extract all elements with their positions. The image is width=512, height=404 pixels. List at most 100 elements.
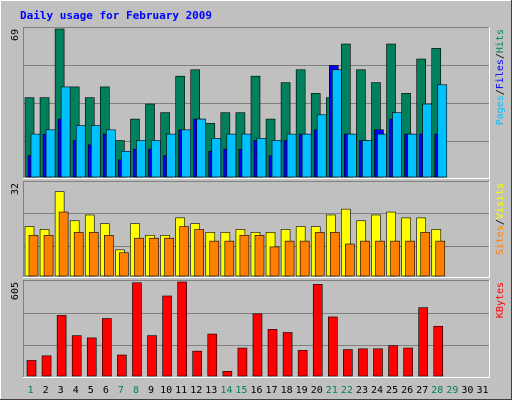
bar-sites-3 <box>58 211 69 277</box>
bar-sites-12 <box>194 229 205 277</box>
bar-pages-11 <box>181 129 191 178</box>
bar-kbytes-19 <box>297 350 308 377</box>
bar-sites-18 <box>284 240 295 277</box>
bar-pages-1 <box>30 133 41 178</box>
panel-legend: Sites/Visits <box>495 183 506 255</box>
bar-pages-13 <box>211 138 222 178</box>
panel-legend: KBytes <box>495 282 506 318</box>
x-label-31: 31 <box>476 385 488 396</box>
bar-pages-10 <box>166 133 176 178</box>
bar-kbytes-9 <box>147 335 157 377</box>
bar-sites-19 <box>299 240 310 277</box>
bar-kbytes-2 <box>41 355 52 377</box>
bar-sites-23 <box>360 240 370 277</box>
bar-pages-12 <box>196 118 207 178</box>
x-label-25: 25 <box>386 385 398 396</box>
bar-kbytes-20 <box>312 284 323 377</box>
x-label-24: 24 <box>371 385 383 396</box>
legend-separator: / <box>495 53 506 59</box>
bar-kbytes-21 <box>327 316 338 377</box>
bar-kbytes-16 <box>252 313 263 377</box>
x-label-9: 9 <box>148 385 154 396</box>
bar-sites-25 <box>390 240 400 277</box>
x-label-19: 19 <box>296 385 308 396</box>
bar-sites-17 <box>269 246 280 277</box>
bar-kbytes-10 <box>162 295 172 377</box>
panel-2: 32 Sites/Visits <box>10 181 506 278</box>
bar-sites-14 <box>224 240 235 277</box>
x-label-23: 23 <box>356 385 368 396</box>
x-label-3: 3 <box>58 385 64 396</box>
x-label-8: 8 <box>133 385 139 396</box>
bar-sites-6 <box>104 235 114 277</box>
x-label-11: 11 <box>175 385 187 396</box>
bar-sites-2 <box>43 235 54 277</box>
bar-sites-20 <box>314 232 325 277</box>
bar-pages-14 <box>226 133 237 178</box>
bar-pages-5 <box>90 125 101 178</box>
bar-sites-24 <box>375 240 385 277</box>
x-axis-labels: 1 2 3 4 5 6 7 8 9 10 11 12 13 14 15 16 17 18 19 20 21 22 23 24 2… <box>28 385 489 396</box>
legend-separator: / <box>495 219 506 225</box>
x-label-5: 5 <box>88 385 94 396</box>
x-label-29: 29 <box>446 385 458 396</box>
bar-kbytes-7 <box>117 354 127 377</box>
x-label-13: 13 <box>205 385 217 396</box>
legend-hits: Hits <box>495 29 506 53</box>
x-label-15: 15 <box>235 385 247 396</box>
bar-kbytes-24 <box>373 348 383 377</box>
x-label-30: 30 <box>461 385 473 396</box>
bar-sites-4 <box>73 232 84 277</box>
bar-pages-15 <box>241 133 252 178</box>
bar-kbytes-28 <box>433 325 444 377</box>
panel-max-label: 69 <box>10 29 21 41</box>
bar-pages-22 <box>347 133 357 178</box>
x-label-2: 2 <box>43 385 49 396</box>
legend-kbytes: KBytes <box>495 282 506 318</box>
bar-pages-24 <box>377 133 387 178</box>
bar-pages-28 <box>437 84 448 178</box>
bar-sites-21 <box>329 232 340 277</box>
bar-kbytes-12 <box>192 350 203 377</box>
panel-legend: Pages/Files/Hits <box>495 29 506 125</box>
bar-sites-1 <box>28 235 39 277</box>
x-label-27: 27 <box>416 385 428 396</box>
bar-pages-20 <box>316 114 327 178</box>
bar-pages-7 <box>121 150 131 178</box>
legend-separator: / <box>495 89 506 95</box>
bar-pages-26 <box>407 133 417 178</box>
bar-pages-21 <box>331 69 342 178</box>
x-label-4: 4 <box>73 385 79 396</box>
bar-kbytes-26 <box>403 347 413 377</box>
legend-files: Files <box>495 59 506 89</box>
bar-sites-9 <box>149 237 159 277</box>
x-label-18: 18 <box>281 385 293 396</box>
chart-title: Daily usage for February 2009 <box>20 9 212 22</box>
bar-kbytes-17 <box>267 329 278 377</box>
bar-pages-4 <box>75 125 86 178</box>
bar-kbytes-4 <box>71 335 82 377</box>
bar-pages-3 <box>60 86 71 178</box>
bar-sites-28 <box>435 240 446 277</box>
bar-kbytes-15 <box>237 347 248 377</box>
bar-sites-10 <box>164 237 174 277</box>
bar-sites-13 <box>209 240 220 277</box>
bar-kbytes-1 <box>26 360 37 377</box>
panel-1: 69 Pages/Files/Hits <box>10 27 506 179</box>
bar-kbytes-14 <box>222 371 233 377</box>
bar-sites-5 <box>88 232 99 277</box>
x-label-14: 14 <box>220 385 232 396</box>
x-label-17: 17 <box>266 385 278 396</box>
bar-sites-27 <box>420 232 430 277</box>
bar-kbytes-3 <box>56 315 67 377</box>
bar-sites-15 <box>239 235 250 277</box>
bar-sites-16 <box>254 235 265 277</box>
bar-kbytes-27 <box>418 307 428 377</box>
panel-max-label: 32 <box>10 183 21 195</box>
bar-sites-7 <box>119 252 129 277</box>
x-label-10: 10 <box>160 385 172 396</box>
x-label-22: 22 <box>341 385 353 396</box>
bar-pages-8 <box>136 140 146 178</box>
bar-kbytes-6 <box>102 318 112 377</box>
